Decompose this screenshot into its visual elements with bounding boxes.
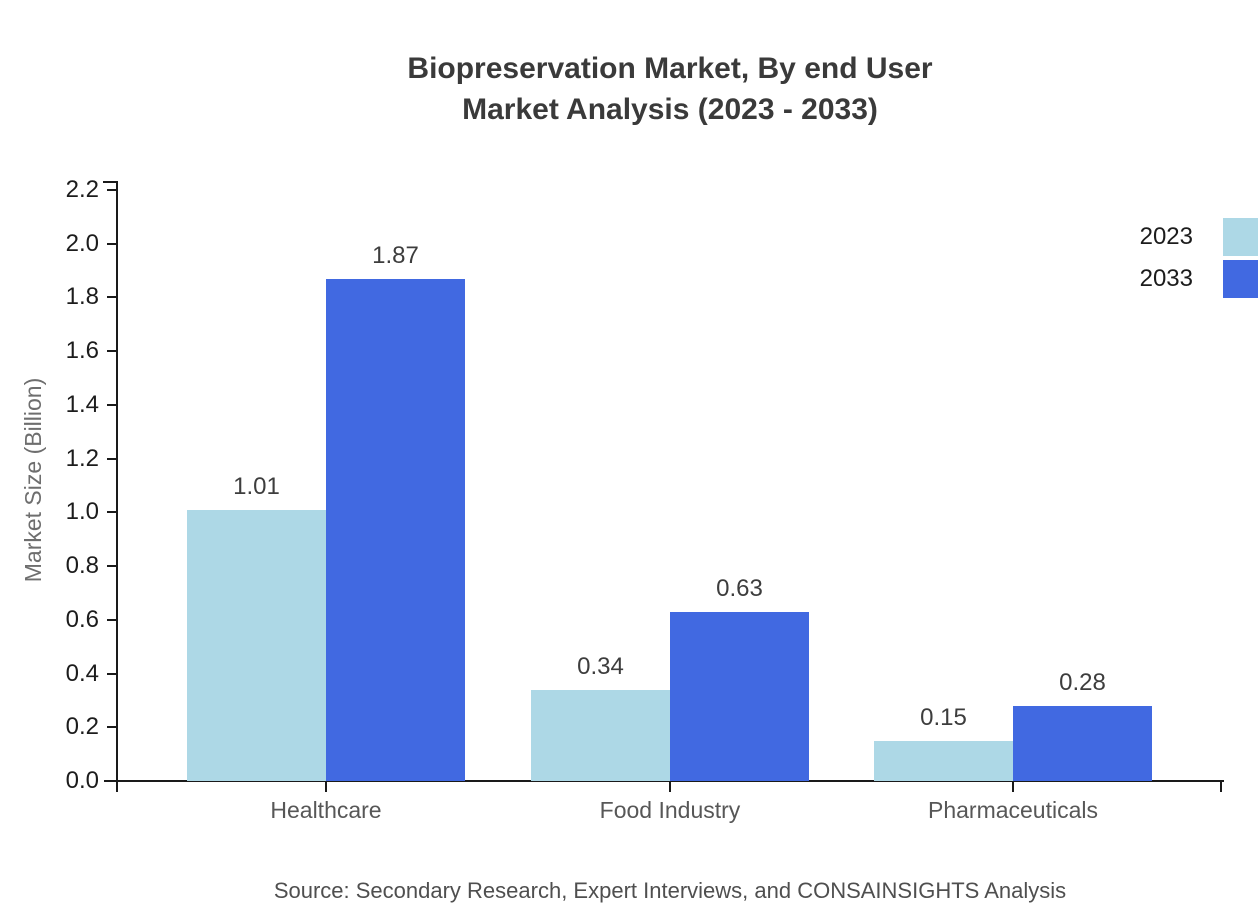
y-tick-mark [107, 565, 116, 568]
bar-2033-pharmaceuticals [1013, 705, 1152, 781]
bar-2033-healthcare [326, 278, 465, 781]
y-tick-mark [107, 296, 116, 299]
y-tick-mark [107, 189, 116, 191]
legend-swatch [1223, 218, 1258, 256]
y-tick-mark [107, 242, 116, 245]
y-tick-label: 0.0 [65, 767, 99, 794]
y-tick-label: 0.4 [65, 659, 99, 687]
y-tick-label: 2.2 [65, 176, 99, 203]
y-tick-label: 2.0 [65, 229, 99, 257]
y-tick-mark [107, 350, 116, 353]
legend: 2023 2033 [1100, 218, 1258, 302]
y-tick-label: 0.6 [65, 605, 99, 633]
bar-2023-food-industry [531, 689, 670, 781]
y-tick-label: 1.8 [65, 283, 99, 311]
y-tick-mark [107, 726, 116, 729]
y-tick-mark [107, 403, 116, 406]
x-category-label: Pharmaceuticals [927, 797, 1099, 823]
bar-2033-food-industry [670, 611, 809, 781]
x-tick-mark [325, 782, 327, 792]
x-tick-mark [1012, 782, 1014, 792]
bar-value-label-2033-healthcare: 1.87 [372, 241, 419, 269]
x-category-label: Healthcare [270, 797, 382, 823]
y-tick-mark [107, 618, 116, 621]
legend-label: 2033 [1139, 265, 1193, 292]
bar-2023-pharmaceuticals [874, 740, 1013, 781]
y-tick-label: 0.2 [65, 713, 99, 741]
y-tick-label: 0.8 [65, 552, 99, 580]
bar-value-label-2023-pharmaceuticals: 0.15 [920, 703, 967, 731]
x-category-label: Food Industry [599, 797, 741, 823]
y-tick-mark [107, 672, 116, 675]
y-tick-mark [107, 511, 116, 514]
y-tick-label: 1.0 [65, 498, 99, 526]
bar-value-label-2033-pharmaceuticals: 0.28 [1059, 668, 1106, 696]
legend-item: 2033 [1100, 260, 1258, 298]
y-tick-label: 1.2 [65, 444, 99, 472]
bar-value-label-2023-food-industry: 0.34 [577, 652, 624, 680]
y-tick-label: 1.6 [65, 337, 99, 365]
chart-title-line-1: Biopreservation Market, By end User [407, 52, 933, 85]
plot-area: 0.0 0.2 0.4 0.6 0.8 1.0 1.2 1.4 1.6 1.8 2.0 2.2 Heal… [66, 176, 1224, 823]
y-tick-label: 1.4 [65, 390, 99, 418]
bar-value-label-2023-healthcare: 1.01 [233, 472, 280, 500]
legend-swatch [1223, 260, 1258, 298]
y-tick-mark [107, 780, 116, 782]
x-axis-end-tick [1220, 782, 1222, 792]
source-text: Source: Secondary Research, Expert Inter… [273, 878, 1067, 903]
y-axis-spine [116, 181, 118, 792]
chart-title: Biopreservation Market, By end User Mark… [118, 48, 1222, 130]
y-axis-label: Market Size (Billion) [20, 377, 46, 583]
legend-label: 2023 [1139, 223, 1193, 250]
bar-value-label-2033-food-industry: 0.63 [716, 574, 763, 602]
y-tick-mark [107, 457, 116, 460]
bar-2023-healthcare [187, 509, 326, 781]
y-axis-top-cap [103, 181, 116, 183]
chart-title-line-2: Market Analysis (2023 - 2033) [462, 93, 878, 126]
legend-item: 2023 [1100, 218, 1258, 256]
x-tick-mark [669, 782, 671, 792]
x-axis-line [104, 780, 1224, 782]
